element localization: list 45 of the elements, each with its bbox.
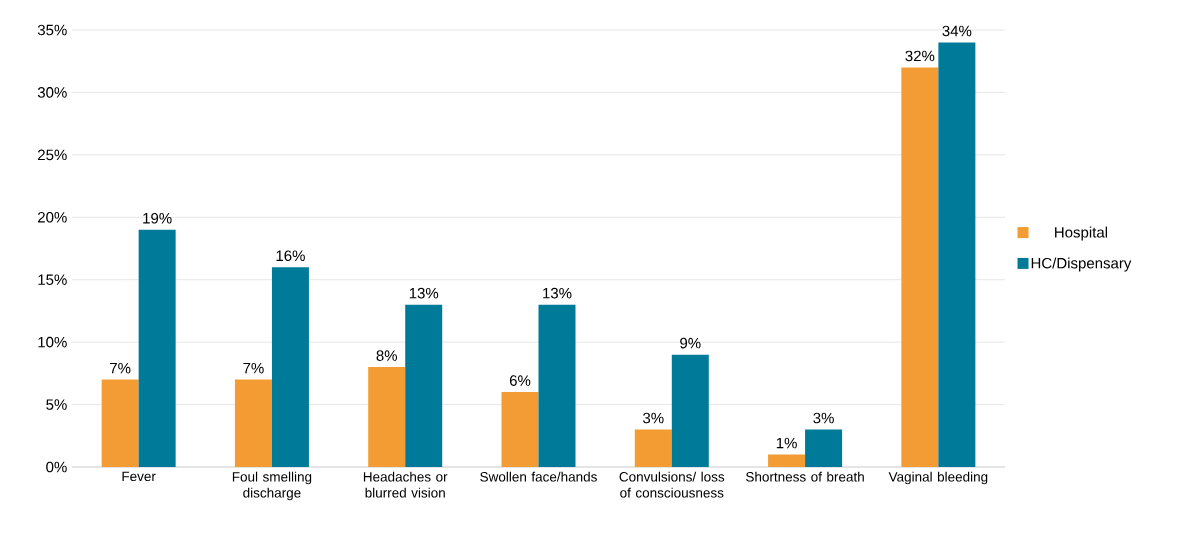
bar: [538, 304, 576, 467]
data-label: 3%: [813, 412, 834, 424]
data-label: 6%: [509, 375, 531, 386]
x-tick-label: Convulsions/ loss of consciousness: [619, 471, 725, 498]
bar: [938, 42, 976, 467]
bar: [138, 229, 176, 467]
data-label: 19%: [143, 212, 172, 224]
y-tick-label: 25%: [38, 149, 67, 161]
y-tick-label: 0%: [46, 461, 67, 473]
bar: [271, 267, 309, 467]
x-tick-label: Foul smelling discharge: [232, 471, 312, 501]
x-tick-label: Vaginal bleeding: [888, 471, 988, 485]
bar: [901, 67, 939, 467]
legend-label: Hospital: [1055, 226, 1108, 241]
bar: [634, 429, 672, 467]
x-tick-label: Shortness of breath: [746, 471, 864, 482]
bar: [671, 354, 709, 467]
y-tick-label: 10%: [38, 336, 67, 348]
y-tick-label: 35%: [37, 24, 67, 36]
bar: [368, 367, 406, 467]
y-tick-label: 15%: [38, 274, 67, 285]
y-tick-label: 30%: [37, 87, 67, 98]
y-tick-label: 20%: [38, 211, 67, 223]
data-label: 9%: [680, 337, 701, 349]
data-label: 7%: [110, 362, 131, 374]
bar: [234, 379, 272, 467]
x-tick-label: Swollen face/hands: [480, 471, 597, 482]
data-label: 32%: [905, 50, 935, 62]
data-label: 8%: [376, 350, 398, 361]
legend-label: HC/Dispensary: [1031, 257, 1132, 272]
data-label: 3%: [643, 412, 664, 424]
data-label: 7%: [243, 362, 264, 374]
data-label: 34%: [942, 25, 972, 37]
bar: [805, 429, 843, 467]
bar: [501, 392, 539, 467]
bar: [405, 304, 443, 467]
bar: [768, 454, 806, 467]
bar: [101, 379, 139, 467]
x-tick-label: Fever: [122, 471, 156, 482]
data-label: 1%: [776, 437, 797, 449]
x-tick-label: Headaches or blurred vision: [363, 471, 448, 498]
data-label: 13%: [409, 287, 439, 299]
data-label: 16%: [276, 250, 305, 262]
y-tick-label: 5%: [46, 399, 67, 410]
data-label: 13%: [543, 287, 572, 299]
